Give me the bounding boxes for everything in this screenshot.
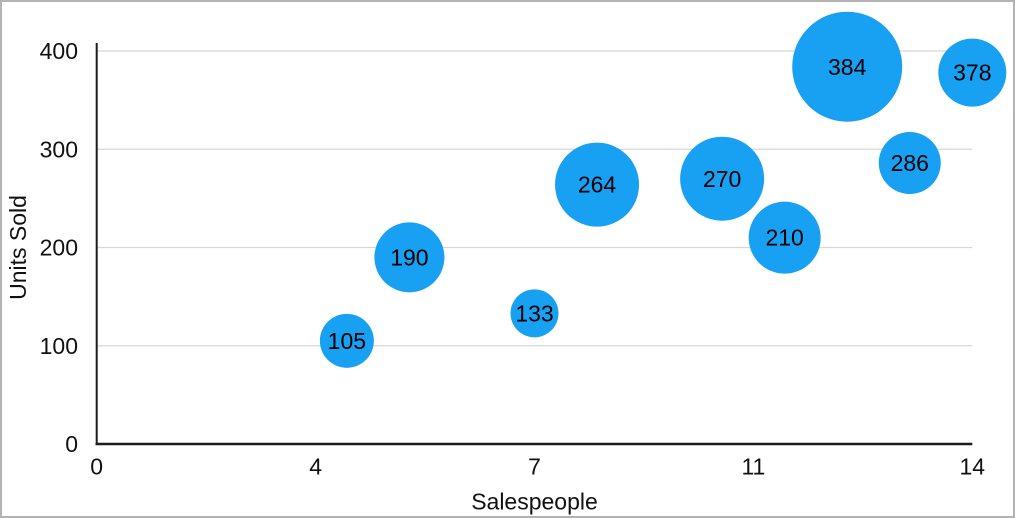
bubble-label-190: 190 <box>390 244 428 270</box>
y-tick-label-100: 100 <box>40 333 78 359</box>
bubble-label-133: 133 <box>515 300 553 326</box>
x-tick-label-4: 4 <box>309 454 322 480</box>
y-tick-label-200: 200 <box>40 235 78 261</box>
bubble-190[interactable] <box>374 222 445 293</box>
bubble-264[interactable] <box>555 142 640 227</box>
bubble-105[interactable] <box>319 313 374 368</box>
bubble-378[interactable] <box>938 38 1007 107</box>
bubble-label-105: 105 <box>328 328 366 354</box>
bubble-label-378: 378 <box>953 60 991 86</box>
bubble-label-286: 286 <box>891 150 929 176</box>
bubble-133[interactable] <box>510 289 559 338</box>
y-axis-title: Units Sold <box>5 195 31 300</box>
bubble-384[interactable] <box>792 11 903 122</box>
x-tick-label-14: 14 <box>960 454 986 480</box>
y-tick-label-400: 400 <box>40 38 78 64</box>
x-axis-title: Salespeople <box>471 489 598 515</box>
x-tick-label-11: 11 <box>741 454 765 480</box>
bubble-286[interactable] <box>878 132 941 195</box>
y-tick-label-0: 0 <box>65 431 78 457</box>
bubble-label-384: 384 <box>828 54 867 80</box>
bubble-label-270: 270 <box>703 166 741 192</box>
bubble-label-264: 264 <box>578 172 617 198</box>
bubble-label-210: 210 <box>765 225 803 251</box>
x-tick-label-0: 0 <box>90 454 103 480</box>
bubble-210[interactable] <box>748 201 821 274</box>
bubble-270[interactable] <box>680 136 765 221</box>
x-tick-label-7: 7 <box>528 454 541 480</box>
y-tick-label-300: 300 <box>40 136 78 162</box>
